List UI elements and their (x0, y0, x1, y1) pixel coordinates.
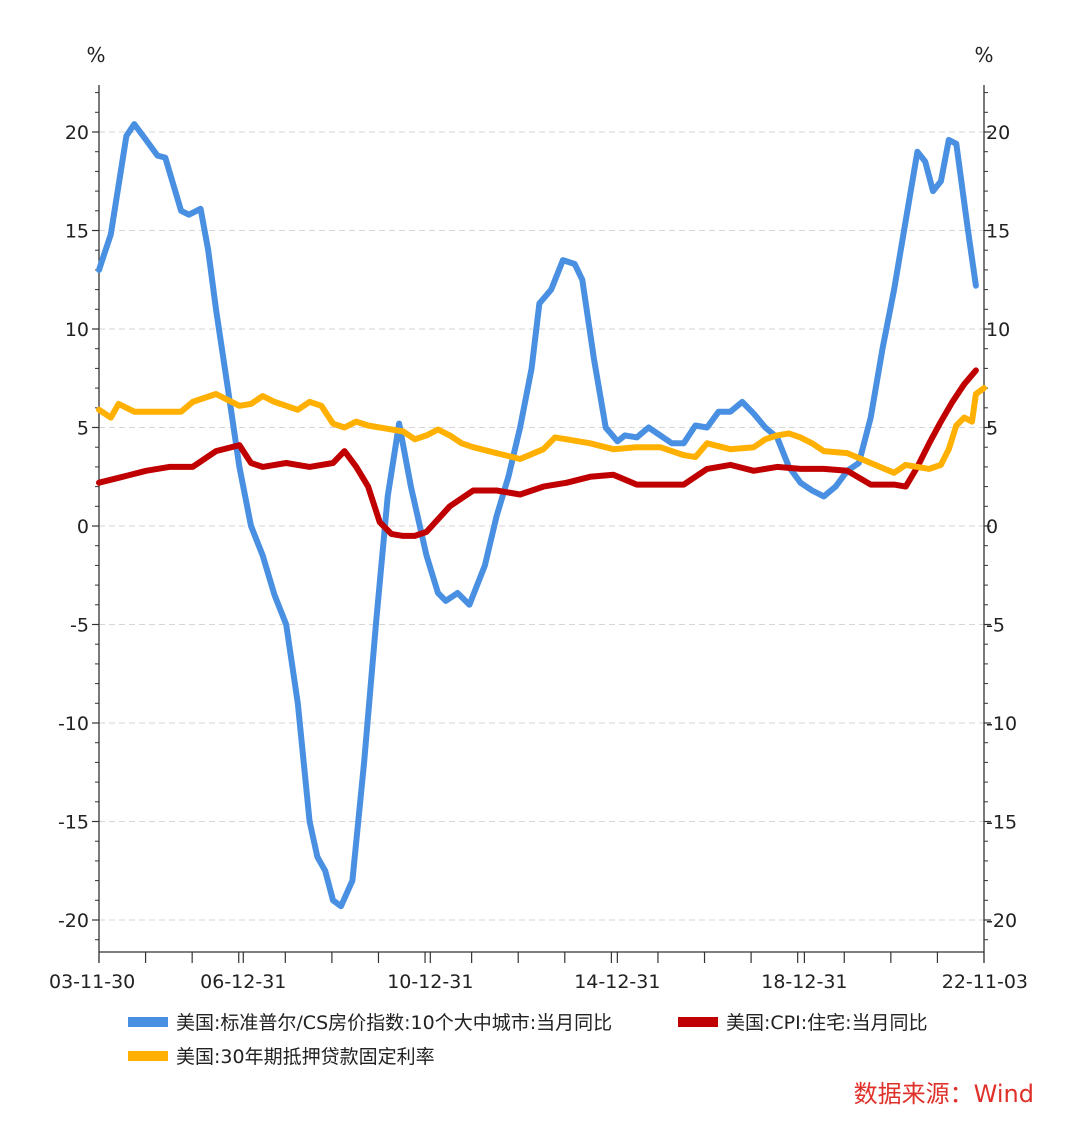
legend-swatch-red (678, 1016, 718, 1027)
y-tick-label-left: 5 (77, 418, 89, 440)
y-tick-label-left: -15 (58, 812, 89, 834)
y-tick-label-left: -20 (58, 910, 89, 932)
y-tick-label-right: 5 (986, 418, 998, 440)
y-tick-label-right: 15 (986, 221, 1010, 243)
x-tick-label: 14-12-31 (574, 971, 660, 993)
y-tick-label-left: 10 (65, 319, 89, 341)
legend-item-house-price: 美国:标准普尔/CS房价指数:10个大中城市:当月同比 (128, 1008, 612, 1035)
y-tick-label-right: 20 (986, 122, 1010, 144)
y-tick-label-left: -10 (58, 713, 89, 735)
legend: 美国:标准普尔/CS房价指数:10个大中城市:当月同比 美国:CPI:住宅:当月… (0, 1005, 1080, 1075)
source-note: 数据来源：Wind (853, 1080, 1034, 1108)
x-tick-label: 18-12-31 (761, 971, 847, 993)
series-line-0 (96, 121, 979, 910)
legend-item-cpi-housing: 美国:CPI:住宅:当月同比 (678, 1008, 928, 1035)
y-tick-label-right: -5 (986, 615, 1005, 637)
ticks: 20 20 15 15 10 10 5 5 0 0 -5 -5 -10 -10 -15 -15 -20 -20 03… (49, 92, 1028, 993)
y-tick-label-right: -10 (986, 713, 1017, 735)
y-tick-label-right: 10 (986, 319, 1010, 341)
x-tick-label: 06-12-31 (200, 971, 286, 993)
y-tick-label-left: 15 (65, 221, 89, 243)
right-y-unit: % (974, 43, 993, 67)
legend-swatch-yellow (128, 1050, 168, 1061)
y-tick-label-right: -15 (986, 812, 1017, 834)
series-line-1 (96, 367, 979, 539)
gridlines (99, 131, 984, 921)
y-tick-label-right: 0 (986, 516, 998, 538)
y-tick-label-left: -5 (70, 615, 89, 637)
legend-swatch-blue (128, 1016, 168, 1027)
y-tick-label-right: -20 (986, 910, 1017, 932)
line-chart: % % 20 20 15 15 10 10 5 5 0 0 -5 -5 -10 -10 -15 -15 -20 -… (49, 43, 1028, 993)
x-tick-label: 03-11-30 (49, 971, 135, 993)
x-tick-label: 22-11-03 (942, 971, 1028, 993)
x-tick-label: 10-12-31 (387, 971, 473, 993)
legend-label-mortgage-rate: 美国:30年期抵押贷款固定利率 (176, 1046, 435, 1068)
legend-label-house-price: 美国:标准普尔/CS房价指数:10个大中城市:当月同比 (176, 1012, 613, 1034)
left-y-unit: % (86, 43, 105, 67)
legend-label-cpi-housing: 美国:CPI:住宅:当月同比 (726, 1012, 928, 1034)
y-tick-label-left: 0 (77, 516, 89, 538)
axes: % % (86, 43, 994, 953)
series-line-2 (96, 385, 987, 476)
y-tick-label-left: 20 (65, 122, 89, 144)
legend-item-mortgage-rate: 美国:30年期抵押贷款固定利率 (128, 1042, 435, 1069)
series-lines (96, 121, 987, 910)
